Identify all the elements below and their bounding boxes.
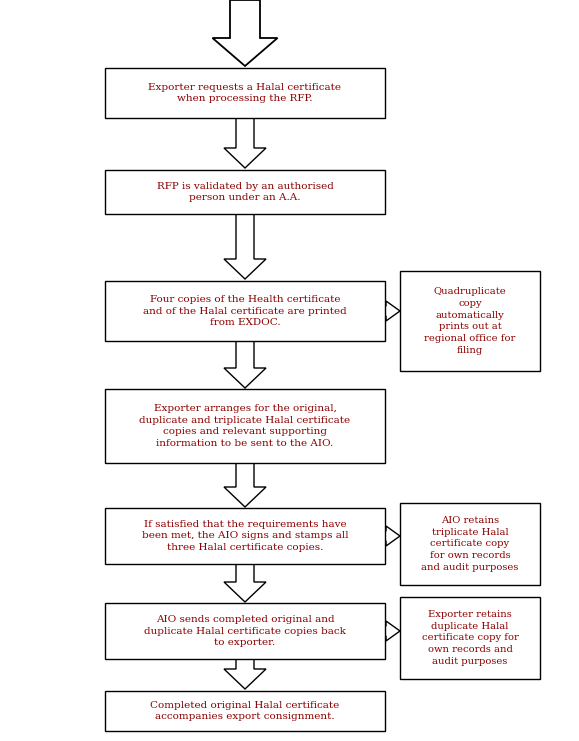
Text: If satisfied that the requirements have
been met, the AIO signs and stamps all
t: If satisfied that the requirements have … — [142, 519, 349, 552]
Bar — [105, 691, 385, 731]
Text: Exporter arranges for the original,
duplicate and triplicate Halal certificate
c: Exporter arranges for the original, dupl… — [140, 404, 350, 448]
Text: Four copies of the Health certificate
and of the Halal certificate are printed
f: Four copies of the Health certificate an… — [143, 295, 347, 328]
Polygon shape — [224, 341, 266, 388]
Text: Exporter retains
duplicate Halal
certificate copy for
own records and
audit purp: Exporter retains duplicate Halal certifi… — [422, 610, 518, 666]
Bar — [105, 389, 385, 463]
Text: AIO retains
triplicate Halal
certificate copy
for own records
and audit purposes: AIO retains triplicate Halal certificate… — [422, 516, 519, 572]
Bar — [105, 68, 385, 118]
Bar — [400, 597, 540, 679]
Text: AIO sends completed original and
duplicate Halal certificate copies back
to expo: AIO sends completed original and duplica… — [144, 615, 346, 648]
Text: Completed original Halal certificate
accompanies export consignment.: Completed original Halal certificate acc… — [151, 700, 340, 722]
Bar — [400, 503, 540, 585]
Polygon shape — [212, 0, 277, 66]
Text: Exporter requests a Halal certificate
when processing the RFP.: Exporter requests a Halal certificate wh… — [148, 82, 342, 104]
Text: RFP is validated by an authorised
person under an A.A.: RFP is validated by an authorised person… — [156, 182, 334, 202]
Bar — [105, 603, 385, 659]
Bar — [105, 508, 385, 564]
Bar — [105, 281, 385, 341]
Polygon shape — [224, 564, 266, 602]
Bar — [105, 170, 385, 214]
Polygon shape — [224, 659, 266, 689]
Polygon shape — [385, 621, 400, 641]
Polygon shape — [385, 526, 400, 546]
Text: Quadruplicate
copy
automatically
prints out at
regional office for
filing: Quadruplicate copy automatically prints … — [424, 287, 516, 355]
Bar — [400, 271, 540, 371]
Polygon shape — [224, 118, 266, 168]
Polygon shape — [385, 301, 400, 321]
Polygon shape — [224, 463, 266, 507]
Polygon shape — [224, 214, 266, 279]
